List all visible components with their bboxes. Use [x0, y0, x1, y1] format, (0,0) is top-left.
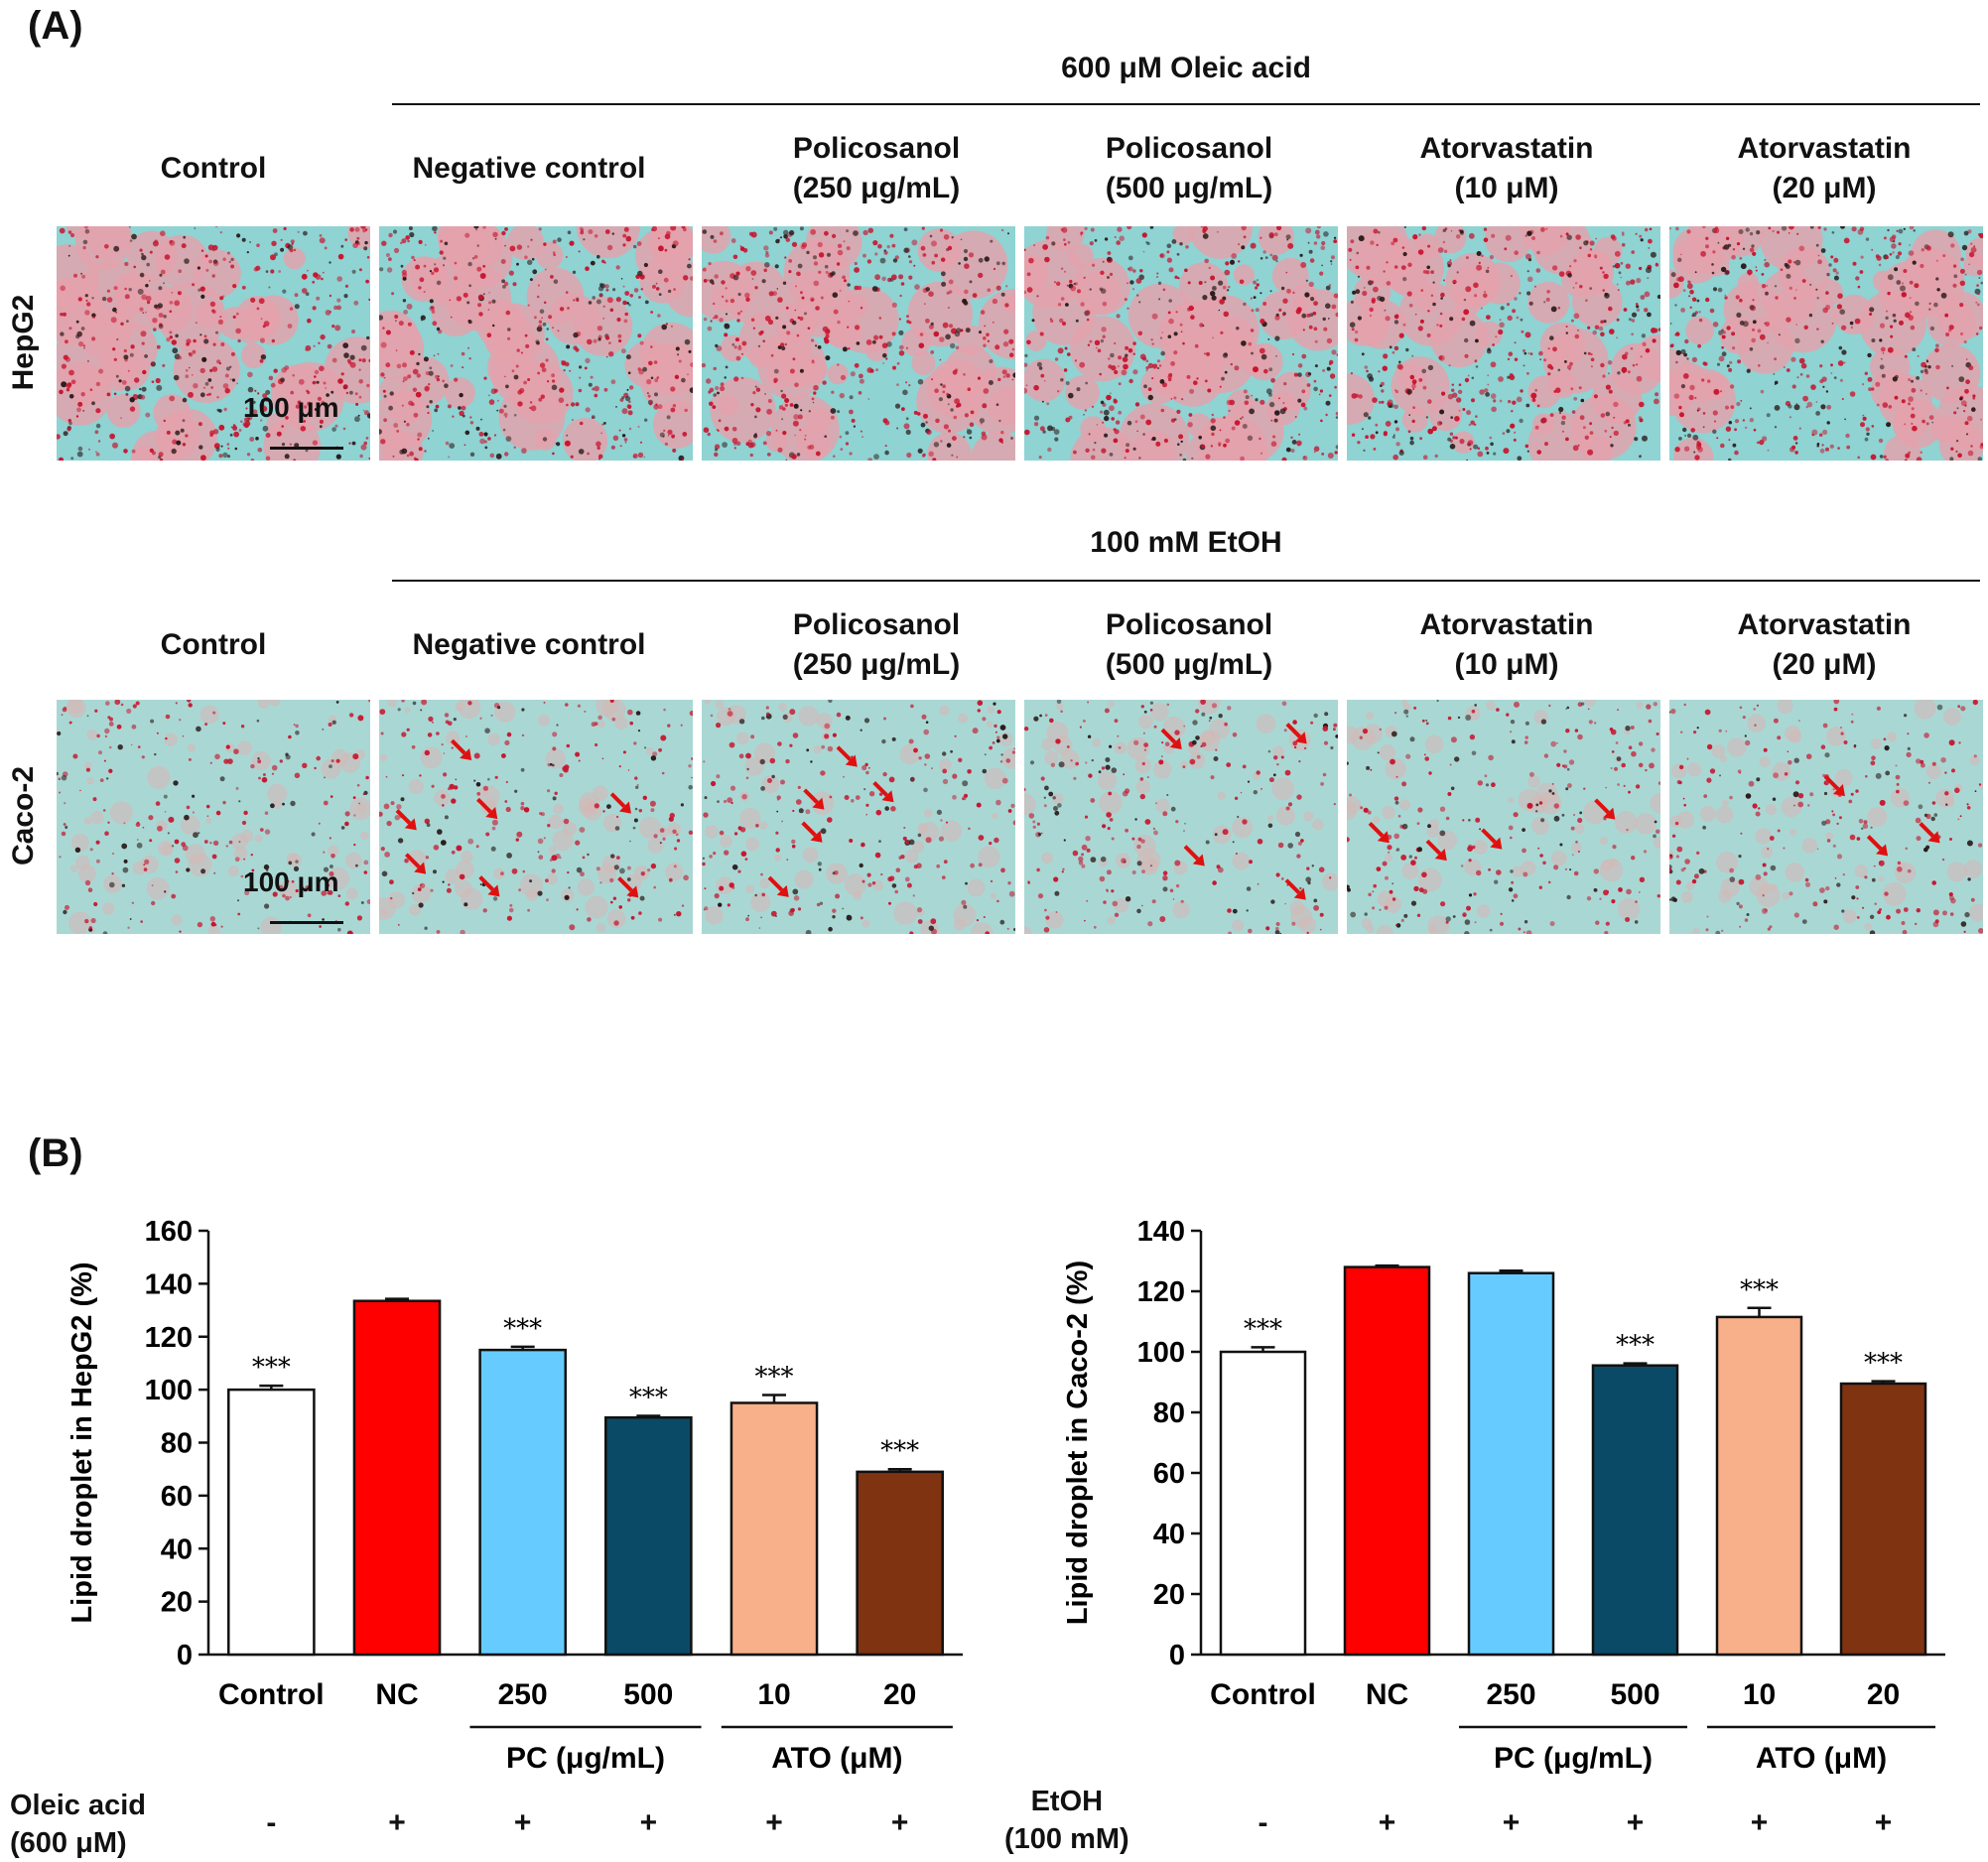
y-tick-label: 120: [145, 1322, 193, 1354]
condition-line1: Oleic acid: [10, 1787, 146, 1824]
y-tick-label: 80: [1153, 1397, 1185, 1429]
y-tick-label: 120: [1137, 1276, 1185, 1308]
condition-sign: +: [1740, 1806, 1780, 1840]
condition-line2: (100 mM): [1004, 1820, 1129, 1858]
bar: [1841, 1384, 1925, 1655]
condition-line2: (600 μM): [10, 1824, 146, 1862]
condition-sign: +: [503, 1806, 543, 1840]
y-tick-label: 80: [161, 1428, 193, 1460]
condition-sign: -: [251, 1806, 291, 1840]
condition-sign: +: [1368, 1806, 1407, 1840]
y-axis-label: Lipid droplet in Caco-2 (%): [1062, 1261, 1094, 1625]
bar: [731, 1402, 817, 1655]
significance-label: ***: [1864, 1349, 1903, 1379]
y-axis-label: Lipid droplet in HepG2 (%): [66, 1262, 98, 1623]
y-tick-label: 140: [145, 1268, 193, 1300]
bar: [1345, 1267, 1429, 1655]
group-label-ato: ATO (μM): [771, 1742, 902, 1775]
x-tick-label: 20: [1867, 1678, 1900, 1711]
significance-label: ***: [755, 1362, 794, 1392]
condition-sign: +: [880, 1806, 920, 1840]
x-tick-label: 500: [1610, 1678, 1659, 1711]
condition-label-etoh: EtOH (100 mM): [1004, 1783, 1129, 1858]
y-tick-label: 100: [145, 1375, 193, 1406]
significance-label: ***: [1616, 1331, 1655, 1361]
x-tick-label: 10: [1743, 1678, 1776, 1711]
x-tick-label: NC: [375, 1678, 418, 1711]
x-tick-label: Control: [218, 1678, 325, 1711]
y-tick-label: 60: [1153, 1458, 1185, 1490]
bar: [1593, 1366, 1677, 1655]
condition-sign: +: [1616, 1806, 1656, 1840]
condition-line1: EtOH: [1004, 1783, 1129, 1820]
y-tick-label: 0: [1169, 1640, 1185, 1671]
condition-sign: +: [1492, 1806, 1531, 1840]
significance-label: ***: [629, 1384, 668, 1413]
x-tick-label: 250: [1486, 1678, 1535, 1711]
group-label-pc: PC (μg/mL): [1494, 1742, 1653, 1775]
bar: [1221, 1352, 1305, 1655]
significance-label: ***: [880, 1436, 919, 1466]
significance-label: ***: [1740, 1275, 1779, 1305]
bar: [228, 1390, 314, 1655]
condition-sign: -: [1244, 1806, 1283, 1840]
significance-label: ***: [252, 1353, 291, 1383]
significance-label: ***: [1244, 1314, 1282, 1344]
y-tick-label: 40: [1153, 1519, 1185, 1550]
group-label-pc: PC (μg/mL): [506, 1742, 665, 1775]
significance-label: ***: [503, 1314, 542, 1344]
condition-label-oleic-acid: Oleic acid (600 μM): [10, 1787, 146, 1862]
y-tick-label: 60: [161, 1481, 193, 1513]
bar: [605, 1417, 691, 1655]
x-tick-label: NC: [1366, 1678, 1408, 1711]
x-tick-label: 500: [623, 1678, 673, 1711]
x-tick-label: 20: [883, 1678, 916, 1711]
y-tick-label: 40: [161, 1533, 193, 1565]
condition-sign: +: [377, 1806, 417, 1840]
y-tick-label: 160: [145, 1216, 193, 1248]
condition-sign: +: [754, 1806, 794, 1840]
bar: [1717, 1317, 1801, 1655]
condition-sign: +: [1864, 1806, 1904, 1840]
group-label-ato: ATO (μM): [1756, 1742, 1887, 1775]
y-tick-label: 140: [1137, 1216, 1185, 1248]
bar: [1469, 1273, 1553, 1655]
y-tick-label: 0: [177, 1640, 193, 1671]
y-tick-label: 20: [161, 1587, 193, 1619]
bar: [858, 1472, 943, 1655]
x-tick-label: 10: [757, 1678, 790, 1711]
bar: [354, 1301, 440, 1655]
x-tick-label: 250: [498, 1678, 548, 1711]
y-tick-label: 100: [1137, 1337, 1185, 1369]
y-tick-label: 20: [1153, 1579, 1185, 1611]
x-tick-label: Control: [1210, 1678, 1316, 1711]
bar: [480, 1350, 566, 1655]
condition-sign: +: [628, 1806, 668, 1840]
